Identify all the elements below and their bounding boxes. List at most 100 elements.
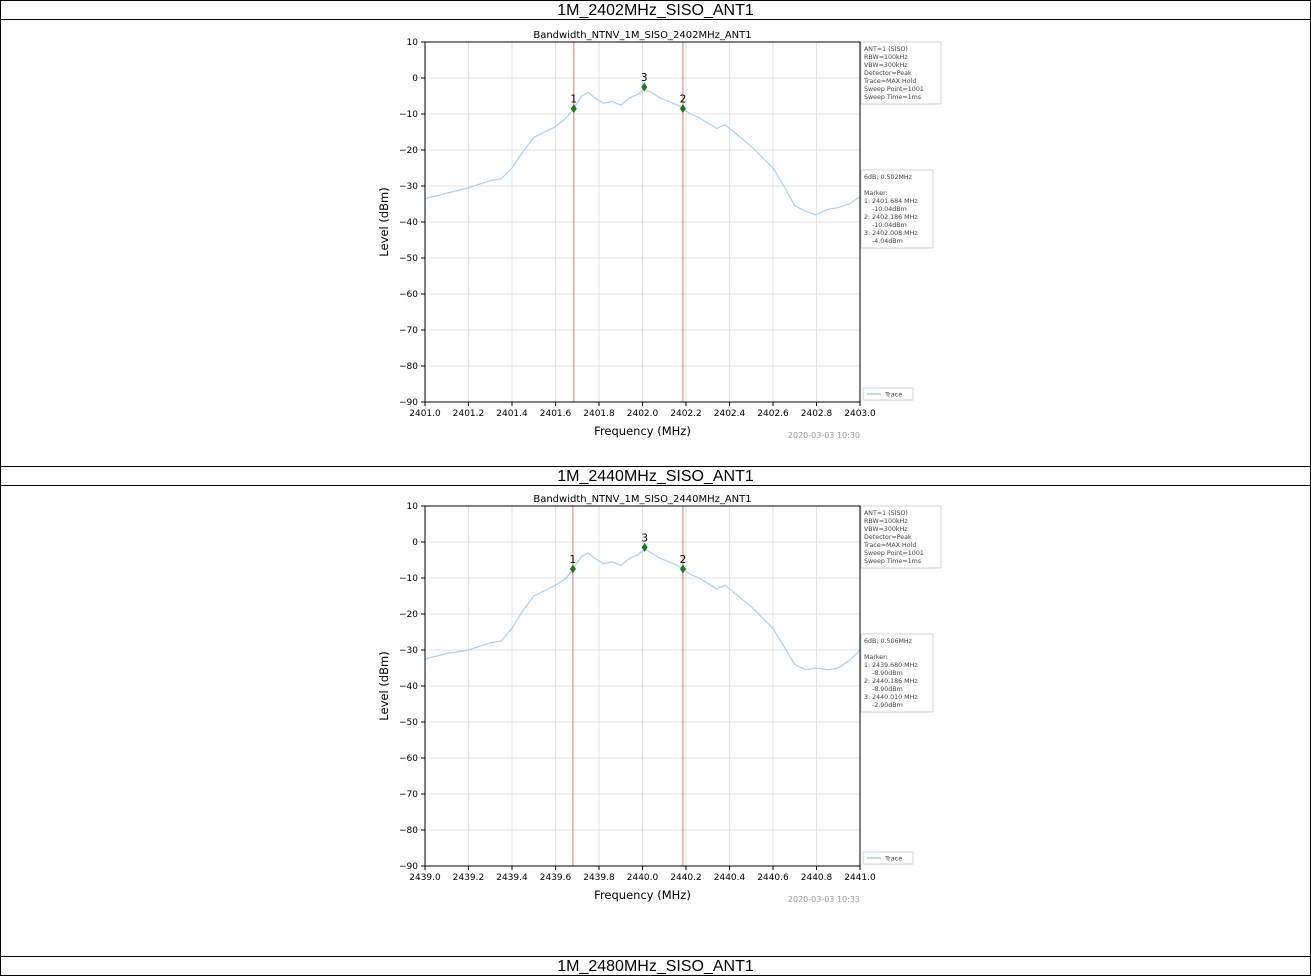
y-tick-label: 10: [407, 38, 419, 48]
settings-line: Sweep Time=1ms: [864, 558, 921, 565]
x-tick-label: 2402.0: [627, 409, 659, 419]
y-tick-label: −20: [399, 610, 418, 620]
section-caption-2402: 1M_2402MHz_SISO_ANT1: [0, 0, 1311, 20]
settings-line: Detector=Peak: [864, 534, 912, 541]
x-tick-label: 2440.8: [801, 873, 833, 883]
x-axis-label: Frequency (MHz): [594, 888, 691, 902]
x-tick-label: 2439.8: [583, 873, 615, 883]
x-tick-label: 2439.4: [496, 873, 528, 883]
x-tick-label: 2439.0: [409, 873, 441, 883]
settings-line: Sweep Point=1001: [864, 86, 924, 93]
y-tick-label: −20: [399, 146, 418, 156]
marker-point: [679, 104, 686, 114]
y-tick-label: −70: [399, 790, 418, 800]
results-box: [860, 633, 934, 713]
result-line: -8.90dBm: [864, 686, 903, 693]
x-tick-label: 2402.4: [714, 409, 746, 419]
result-line: 2: 2440.186 MHz: [864, 678, 918, 685]
result-line: -8.90dBm: [864, 670, 903, 677]
marker-point: [570, 104, 577, 114]
result-line: 1: 2401.684 MHz: [864, 198, 918, 205]
x-tick-label: 2401.6: [540, 409, 572, 419]
y-tick-label: −30: [399, 182, 418, 192]
settings-line: ANT=1 (SISO): [864, 510, 908, 517]
y-tick-label: −50: [399, 254, 418, 264]
x-tick-label: 2401.8: [583, 409, 615, 419]
y-tick-label: −10: [399, 110, 418, 120]
y-axis-label: Level (dBm): [377, 651, 391, 720]
timestamp: 2020-03-03 10:33: [788, 895, 860, 904]
trace-line: [424, 548, 861, 671]
result-line: -10.04dBm: [864, 206, 907, 213]
x-tick-label: 2401.2: [453, 409, 485, 419]
x-tick-label: 2439.6: [540, 873, 572, 883]
x-tick-label: 2440.0: [627, 873, 659, 883]
y-tick-label: −40: [399, 218, 418, 228]
plot-frame: [424, 505, 861, 867]
y-tick-label: −80: [399, 826, 418, 836]
x-tick-label: 2402.2: [670, 409, 702, 419]
x-tick-label: 2401.4: [496, 409, 528, 419]
x-tick-label: 2440.2: [670, 873, 702, 883]
y-tick-label: −60: [399, 290, 418, 300]
result-line: 1: 2439.680 MHz: [864, 662, 918, 669]
chart-title: Bandwidth_NTNV_1M_SISO_2402MHz_ANT1: [533, 30, 751, 41]
trace-line: [424, 88, 861, 216]
y-tick-label: 0: [412, 74, 418, 84]
marker-label: 3: [641, 532, 648, 544]
x-tick-label: 2401.0: [409, 409, 441, 419]
marker-point: [641, 542, 648, 552]
result-line: -4.04dBm: [864, 238, 903, 245]
legend-label: Trace: [884, 855, 902, 863]
y-tick-label: −90: [399, 398, 418, 408]
y-tick-label: −40: [399, 682, 418, 692]
x-axis-label: Frequency (MHz): [594, 424, 691, 438]
legend-box: [862, 851, 914, 865]
result-line: Marker:: [864, 190, 888, 197]
results-box: [860, 169, 934, 249]
marker-label: 3: [641, 72, 648, 84]
x-tick-label: 2402.6: [757, 409, 789, 419]
chart-2440: Bandwidth_NTNV_1M_SISO_2440MHz_ANT1 2439.…: [377, 494, 942, 904]
settings-line: Trace=MAX Hold: [863, 542, 916, 549]
result-line: Marker:: [864, 654, 888, 661]
y-tick-label: −60: [399, 754, 418, 764]
marker-label: 2: [680, 94, 687, 106]
x-tick-label: 2441.0: [844, 873, 876, 883]
plot-frame: [424, 41, 861, 403]
y-tick-label: −10: [399, 574, 418, 584]
settings-line: Detector=Peak: [864, 70, 912, 77]
settings-box: [860, 41, 942, 105]
x-tick-label: 2439.2: [453, 873, 485, 883]
result-line: 2: 2402.186 MHz: [864, 214, 918, 221]
settings-line: VBW=300kHz: [864, 62, 908, 69]
settings-line: ANT=1 (SISO): [864, 46, 908, 53]
settings-line: RBW=100kHz: [864, 518, 908, 525]
marker-label: 2: [680, 554, 687, 566]
x-tick-label: 2440.4: [714, 873, 746, 883]
chart-title: Bandwidth_NTNV_1M_SISO_2440MHz_ANT1: [533, 494, 751, 505]
y-tick-label: −70: [399, 326, 418, 336]
y-tick-label: −80: [399, 362, 418, 372]
marker-point: [569, 564, 576, 574]
section-caption-2480: 1M_2480MHz_SISO_ANT1: [0, 956, 1311, 976]
settings-box: [860, 505, 942, 569]
settings-line: VBW=300kHz: [864, 526, 908, 533]
chart-2402: Bandwidth_NTNV_1M_SISO_2402MHz_ANT1 2401.…: [377, 30, 942, 440]
settings-line: Sweep Time=1ms: [864, 94, 921, 101]
x-tick-label: 2402.8: [801, 409, 833, 419]
result-line: 3: 2440.010 MHz: [864, 694, 918, 701]
y-tick-label: 0: [412, 538, 418, 548]
section-caption-2440: 1M_2440MHz_SISO_ANT1: [0, 466, 1311, 486]
y-tick-label: 10: [407, 502, 419, 512]
x-tick-label: 2440.6: [757, 873, 789, 883]
timestamp: 2020-03-03 10:30: [788, 431, 860, 440]
result-line: 6dB: 0.502MHz: [864, 174, 913, 181]
marker-label: 1: [570, 554, 577, 566]
y-tick-label: −50: [399, 718, 418, 728]
marker-label: 1: [570, 94, 577, 106]
settings-line: Trace=MAX Hold: [863, 78, 916, 85]
y-tick-label: −90: [399, 862, 418, 872]
legend-box: [862, 387, 914, 401]
result-line: 3: 2402.008 MHz: [864, 230, 918, 237]
